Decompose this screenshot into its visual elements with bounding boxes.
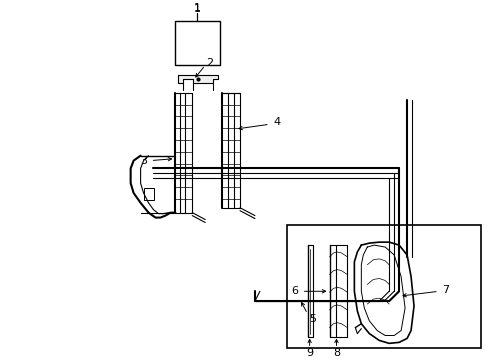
Bar [175, 21, 220, 65]
Bar [143, 188, 153, 200]
Text: 3: 3 [140, 156, 147, 166]
Text: 1: 1 [193, 3, 201, 13]
Polygon shape [178, 75, 218, 83]
Text: 1: 1 [193, 4, 201, 14]
Bar [286, 225, 480, 348]
Text: 7: 7 [441, 285, 448, 295]
Text: 5: 5 [308, 314, 315, 324]
Text: 2: 2 [205, 58, 212, 68]
Text: 6: 6 [291, 286, 298, 296]
Text: 8: 8 [332, 348, 339, 358]
Text: 4: 4 [273, 117, 280, 127]
Text: 9: 9 [305, 348, 312, 358]
